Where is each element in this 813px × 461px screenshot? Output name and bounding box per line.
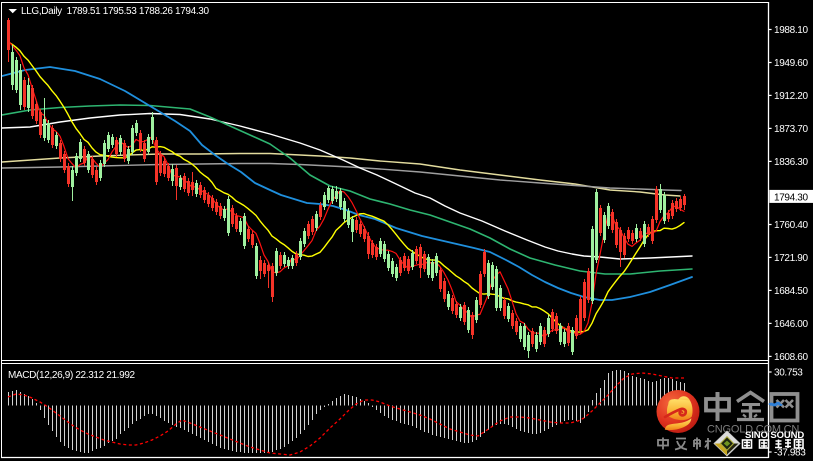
svg-text:1646.00: 1646.00 [774, 319, 808, 330]
svg-text:1608.60: 1608.60 [774, 352, 808, 363]
svg-text:LLG,Daily 1789.51 1795.53 178: LLG,Daily 1789.51 1795.53 1788.26 1794.3… [21, 6, 209, 17]
svg-text:-37.983: -37.983 [774, 448, 806, 459]
svg-text:1760.40: 1760.40 [774, 220, 808, 231]
svg-text:1794.30: 1794.30 [774, 192, 808, 203]
svg-text:1836.30: 1836.30 [774, 157, 808, 168]
svg-text:1684.50: 1684.50 [774, 286, 808, 297]
svg-text:CNGOLD.COM.CN: CNGOLD.COM.CN [707, 424, 799, 436]
svg-text:1988.10: 1988.10 [774, 25, 808, 36]
svg-text:SINO SOUND: SINO SOUND [745, 430, 804, 441]
svg-text:1873.70: 1873.70 [774, 124, 808, 135]
svg-text:1912.20: 1912.20 [774, 91, 808, 102]
svg-text:30.753: 30.753 [774, 368, 803, 379]
svg-text:1949.60: 1949.60 [774, 58, 808, 69]
svg-text:MACD(12,26,9) 22.312 21.992: MACD(12,26,9) 22.312 21.992 [8, 370, 136, 381]
svg-text:1721.90: 1721.90 [774, 253, 808, 264]
